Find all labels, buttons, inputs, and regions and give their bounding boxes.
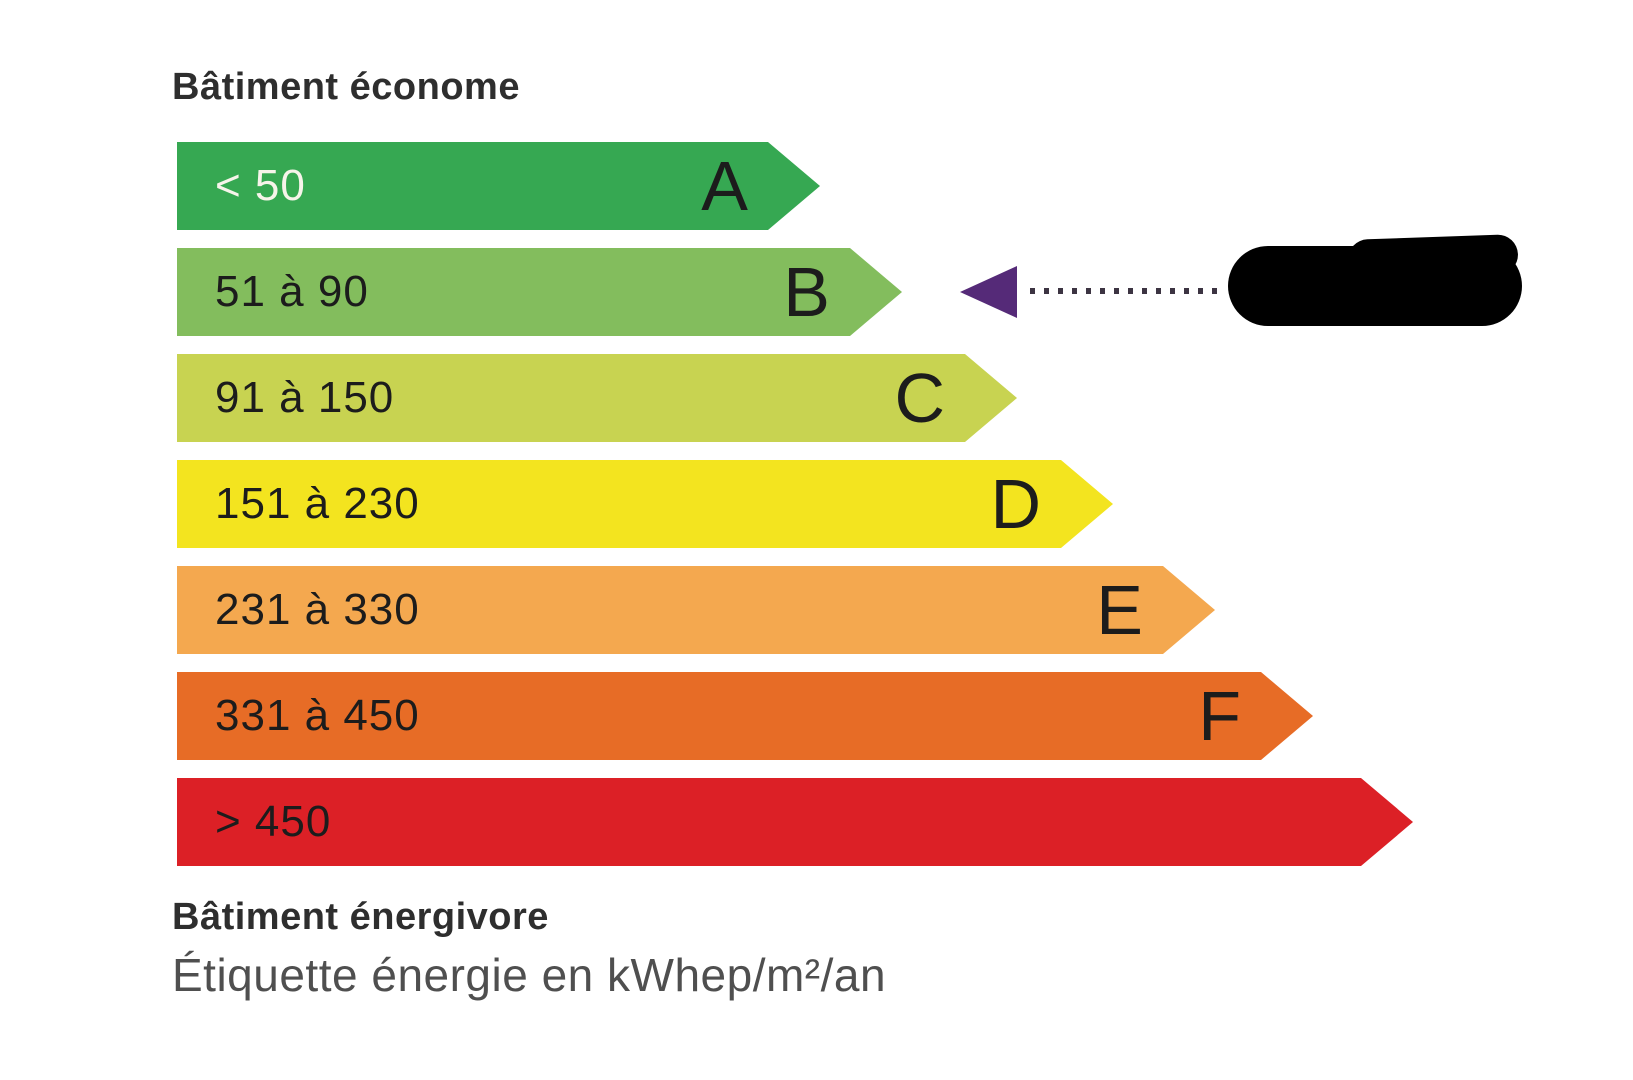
grade-e-range-label: 231 à 330 <box>215 585 420 634</box>
grade-a-letter: A <box>701 147 748 225</box>
grade-d-letter: D <box>990 465 1041 543</box>
energy-bar-grade-e: 231 à 330 E <box>177 566 1215 654</box>
energy-bar-grade-c: 91 à 150 C <box>177 354 1017 442</box>
energy-label-caption: Étiquette énergie en kWhep/m²/an <box>172 949 887 1001</box>
economical-building-label: Bâtiment économe <box>172 66 520 108</box>
indicator-dotted-line <box>1030 288 1224 294</box>
redacted-value-marker <box>1228 246 1522 326</box>
grade-f-letter: F <box>1198 677 1241 755</box>
energy-bar-grade-f: 331 à 450 F <box>177 672 1313 760</box>
grade-e-letter: E <box>1096 571 1143 649</box>
grade-f-range-label: 331 à 450 <box>215 691 420 740</box>
grade-b-range-label: 51 à 90 <box>215 267 369 316</box>
grade-c-letter: C <box>894 359 945 437</box>
grade-b-letter: B <box>783 253 830 331</box>
selected-grade-arrow-icon <box>960 266 1017 318</box>
energy-intensive-building-label: Bâtiment énergivore <box>172 896 549 938</box>
energy-bar-grade-g: > 450 <box>177 778 1413 866</box>
energy-bar-grade-d: 151 à 230 D <box>177 460 1113 548</box>
energy-bar-grade-b: 51 à 90 B <box>177 248 902 336</box>
grade-c-range-label: 91 à 150 <box>215 373 395 422</box>
grade-g-range-label: > 450 <box>215 797 332 846</box>
grade-d-range-label: 151 à 230 <box>215 479 420 528</box>
energy-bar-grade-a: < 50 A <box>177 142 820 230</box>
grade-a-range-label: < 50 <box>215 161 306 210</box>
